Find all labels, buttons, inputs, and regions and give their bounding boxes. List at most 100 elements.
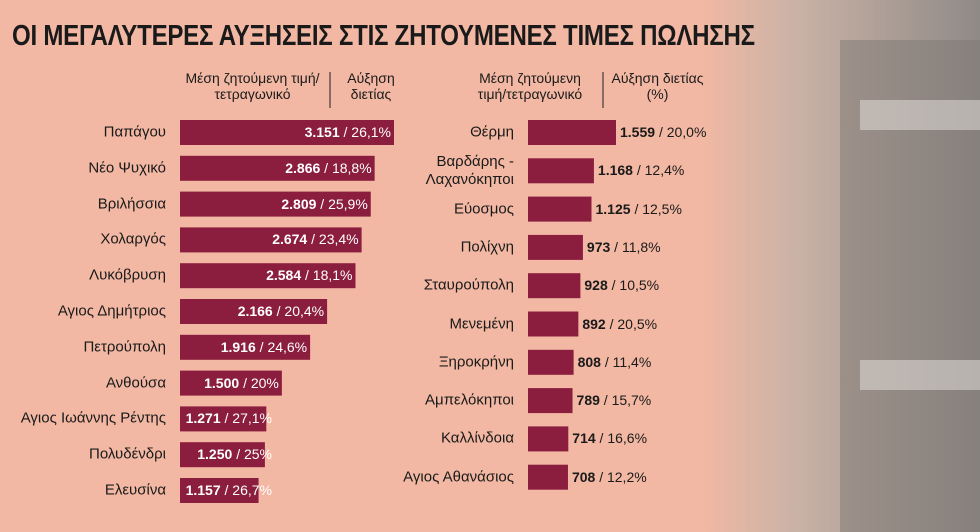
separator: /: [259, 338, 264, 355]
balcony: [860, 360, 980, 390]
separator: /: [236, 446, 241, 463]
category-label: Αμπελόκηποι: [425, 391, 514, 409]
growth-label: 11,4%: [612, 353, 652, 370]
growth-label: 15,7%: [611, 392, 652, 409]
category-label: Παπάγου: [103, 123, 166, 141]
price-label: 808: [577, 353, 601, 370]
price-label: 1.559: [620, 123, 656, 140]
price-label: 973: [586, 238, 611, 255]
value-label: 1.916 / 24,6%: [221, 339, 307, 355]
bar: [528, 234, 583, 260]
column-header: Μέση ζητούμενη τιμή/τετραγωνικό: [185, 70, 320, 103]
category-label: Αγιος Αθανάσιος: [403, 468, 514, 486]
growth-label: 10,5%: [619, 277, 660, 294]
growth-label: 25,9%: [328, 195, 368, 212]
category-label: Βαρδάρης - Λαχανόκηποι: [425, 153, 514, 188]
value-label: 2.809 / 25,9%: [281, 196, 367, 212]
bar: [180, 406, 267, 432]
value-label: 2.866 / 18,8%: [285, 160, 371, 176]
price-label: 708: [571, 468, 596, 485]
value-label: 1.250 / 25%: [197, 446, 272, 462]
separator: /: [320, 195, 325, 212]
bar: [180, 155, 375, 181]
value-label: 808 / 11,4%: [578, 354, 652, 370]
value-label: 973 / 11,8%: [587, 239, 661, 255]
growth-label: 12,2%: [606, 468, 647, 485]
column-header: Αύξηση διετίας: [347, 70, 395, 103]
category-label: Χολαργός: [100, 230, 166, 248]
price-label: 2.166: [237, 302, 273, 319]
bar: [528, 388, 573, 414]
growth-label: 25%: [243, 446, 272, 463]
bar: [528, 464, 568, 490]
price-label: 3.151: [304, 123, 340, 140]
category-label: Νέο Ψυχικό: [88, 159, 166, 177]
bar: [180, 334, 311, 360]
price-label: 928: [584, 277, 608, 294]
category-label: Πολυδένδρι: [89, 445, 166, 463]
price-label: 1.916: [220, 338, 256, 355]
value-label: 708 / 12,2%: [572, 469, 647, 485]
separator: /: [611, 277, 616, 294]
bar: [528, 196, 592, 222]
price-label: 714: [572, 430, 596, 447]
bar: [180, 478, 259, 503]
category-label: Πετρούπολη: [83, 338, 166, 356]
separator: /: [599, 430, 604, 447]
value-label: 789 / 15,7%: [577, 392, 652, 408]
growth-label: 18,1%: [312, 267, 353, 284]
category-label: Ανθούσα: [105, 373, 166, 391]
category-label: Καλλίνδοια: [440, 429, 514, 447]
bar: [528, 120, 616, 145]
bar: [180, 227, 362, 253]
price-label: 1.271: [185, 410, 221, 427]
value-label: 1.559 / 20,0%: [620, 124, 706, 140]
bar: [180, 442, 265, 468]
value-label: 2.584 / 18,1%: [266, 267, 352, 283]
separator: /: [603, 392, 608, 409]
bar: [528, 349, 574, 375]
growth-label: 26,7%: [232, 481, 272, 498]
price-label: 2.866: [285, 159, 321, 176]
value-label: 1.271 / 27,1%: [186, 410, 272, 426]
growth-label: 12,5%: [642, 200, 682, 217]
growth-label: 20,4%: [284, 302, 325, 319]
separator: /: [276, 302, 281, 319]
separator: /: [243, 374, 247, 391]
growth-label: 12,4%: [644, 162, 685, 179]
separator: /: [224, 481, 229, 498]
category-label: Αγιος Ιωάννης Ρέντης: [20, 409, 166, 427]
separator: /: [636, 162, 641, 179]
category-label: Σταυρούπολη: [423, 276, 514, 294]
price-label: 1.168: [597, 162, 633, 179]
price-label: 1.250: [197, 446, 233, 463]
separator: /: [599, 468, 604, 485]
growth-label: 20%: [250, 374, 279, 391]
separator: /: [224, 410, 229, 427]
value-label: 928 / 10,5%: [584, 277, 659, 293]
bar: [180, 120, 394, 145]
value-label: 1.125 / 12,5%: [596, 201, 682, 217]
separator: /: [634, 200, 639, 217]
column-header: Αύξηση διετίας (%): [611, 70, 704, 103]
separator: /: [324, 159, 329, 176]
value-label: 3.151 / 26,1%: [305, 124, 391, 140]
category-label: Λυκόβρυση: [89, 266, 166, 284]
category-label: Θέρμη: [470, 123, 514, 141]
category-label: Εύοσμος: [453, 199, 514, 217]
bar: [180, 263, 356, 289]
category-label: Βριλήσσια: [97, 194, 166, 212]
separator: /: [305, 267, 309, 284]
price-label: 1.500: [204, 374, 240, 391]
price-label: 892: [582, 315, 606, 332]
category-label: Αγιος Δημήτριος: [57, 302, 166, 320]
growth-label: 23,4%: [318, 231, 359, 248]
price-label: 789: [576, 392, 600, 409]
value-label: 714 / 16,6%: [572, 430, 647, 446]
bar: [528, 158, 594, 184]
growth-label: 18,8%: [331, 159, 372, 176]
price-label: 2.809: [281, 195, 317, 212]
title: ΟΙ ΜΕΓΑΛΥΤΕΡΕΣ ΑΥΞΗΣΕΙΣ ΣΤΙΣ ΖΗΤΟΥΜΕΝΕΣ …: [12, 20, 755, 52]
bar: [528, 273, 581, 299]
